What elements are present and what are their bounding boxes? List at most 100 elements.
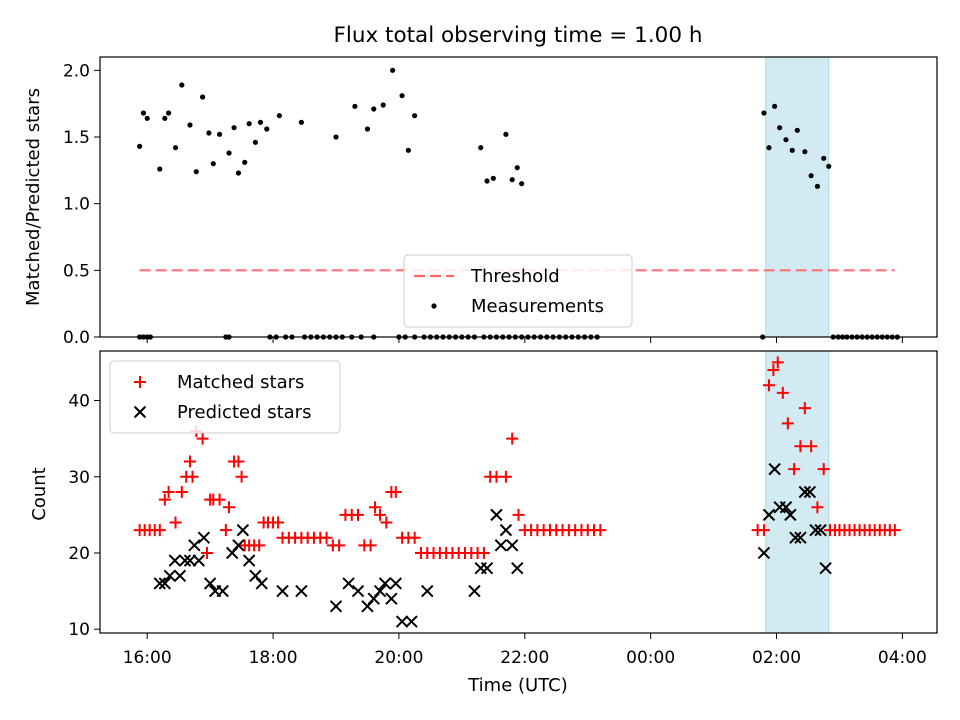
matched-point bbox=[888, 524, 901, 537]
measurement-point bbox=[216, 131, 223, 137]
predicted-point bbox=[794, 531, 807, 544]
predicted-point bbox=[203, 577, 217, 590]
measurement-point bbox=[390, 67, 396, 73]
legend-measurement-swatch bbox=[431, 303, 437, 309]
panel-count: 10 20 30 40 16:00 18:00 20:00 22:00 00:00 02:00 04… bbox=[68, 350, 938, 668]
matched-point bbox=[374, 508, 387, 521]
measurement-point bbox=[761, 110, 767, 116]
matched-point bbox=[253, 539, 266, 552]
measurement-point bbox=[298, 119, 304, 125]
measurement-point bbox=[157, 166, 163, 172]
matched-point bbox=[805, 440, 818, 453]
x-axis-label: Time (UTC) bbox=[467, 675, 568, 696]
matched-point bbox=[499, 470, 512, 483]
measurement-point bbox=[165, 110, 172, 116]
measurement-point bbox=[519, 181, 525, 187]
measurement-point bbox=[484, 178, 490, 184]
legend-label: Predicted stars bbox=[177, 402, 311, 423]
predicted-point bbox=[490, 508, 503, 522]
x-tick-label: 18:00 bbox=[249, 648, 298, 668]
measurement-point bbox=[172, 145, 179, 151]
matched-point bbox=[223, 501, 236, 514]
legend-matched-swatch bbox=[134, 376, 146, 388]
plot-frame bbox=[99, 56, 938, 338]
matched-point bbox=[788, 463, 801, 476]
measurement-point bbox=[231, 125, 237, 131]
measurement-point bbox=[137, 143, 143, 149]
measurement-point bbox=[257, 119, 264, 125]
matched-point bbox=[762, 379, 775, 392]
matched-point bbox=[771, 356, 784, 369]
predicted-point bbox=[158, 577, 172, 590]
predicted-point bbox=[232, 539, 245, 552]
matched-point bbox=[477, 546, 490, 559]
matched-point bbox=[235, 470, 248, 483]
predicted-point bbox=[784, 508, 797, 522]
x-tick-label: 20:00 bbox=[374, 648, 423, 668]
series-predicted-stars bbox=[153, 462, 832, 628]
measurement-point bbox=[380, 102, 386, 108]
y-tick-label: 40 bbox=[68, 392, 90, 412]
predicted-point bbox=[242, 554, 256, 567]
top-y-axis-label: Matched/Predicted stars bbox=[23, 88, 44, 306]
measurement-point bbox=[802, 149, 808, 155]
matched-point bbox=[196, 432, 209, 445]
predicted-point bbox=[178, 554, 192, 567]
x-tick-label: 04:00 bbox=[878, 648, 927, 668]
measurement-point bbox=[276, 113, 282, 119]
measurement-point bbox=[199, 94, 206, 100]
predicted-point bbox=[757, 546, 771, 560]
measurement-point bbox=[364, 126, 371, 132]
y-tick-label: 2.0 bbox=[63, 61, 90, 81]
measurement-point bbox=[252, 139, 259, 145]
matched-point bbox=[213, 493, 226, 506]
measurement-point bbox=[772, 103, 778, 109]
matched-point bbox=[767, 364, 780, 377]
y-tick-label: 20 bbox=[68, 544, 90, 564]
matched-point bbox=[811, 501, 824, 514]
panel-ratio: 0.0 0.5 1.0 1.5 2.0 Threshold Measurements bbox=[63, 56, 938, 348]
predicted-point bbox=[168, 554, 182, 567]
legend-box bbox=[403, 254, 633, 328]
predicted-point bbox=[236, 523, 250, 537]
predicted-point bbox=[192, 554, 206, 567]
measurement-point bbox=[814, 183, 821, 189]
predicted-point bbox=[809, 523, 822, 537]
x-tick-label: 22:00 bbox=[500, 648, 549, 668]
matched-point bbox=[175, 486, 188, 498]
measurement-point bbox=[503, 131, 509, 137]
matched-point bbox=[757, 524, 770, 537]
measurement-point bbox=[162, 115, 168, 121]
measurement-point bbox=[264, 126, 270, 132]
measurement-point bbox=[226, 150, 232, 156]
predicted-point bbox=[342, 577, 355, 590]
measurement-point bbox=[352, 103, 358, 109]
matched-point bbox=[408, 531, 421, 544]
matched-point bbox=[380, 516, 393, 529]
legend-label: Matched stars bbox=[177, 372, 304, 393]
measurement-point bbox=[783, 137, 789, 143]
y-tick-label: 0.0 bbox=[63, 328, 90, 348]
matched-point bbox=[776, 386, 789, 399]
matched-point bbox=[320, 531, 333, 544]
measurement-point bbox=[490, 175, 496, 181]
matched-point bbox=[512, 508, 525, 521]
measurement-point bbox=[333, 134, 339, 140]
measurement-point bbox=[371, 106, 377, 112]
predicted-point bbox=[329, 600, 343, 613]
legend-box bbox=[109, 360, 341, 434]
measurement-point bbox=[509, 177, 515, 183]
measurement-point bbox=[412, 113, 418, 119]
measurement-point bbox=[193, 169, 199, 175]
measurement-point bbox=[821, 155, 827, 161]
predicted-point bbox=[480, 562, 494, 575]
measurement-point bbox=[235, 170, 242, 176]
predicted-point bbox=[505, 539, 519, 552]
measurement-point bbox=[826, 163, 832, 169]
matched-point bbox=[186, 470, 199, 483]
predicted-point bbox=[779, 501, 793, 514]
predicted-point bbox=[405, 615, 418, 628]
measurement-point bbox=[144, 115, 150, 121]
legend-label: Measurements bbox=[471, 296, 604, 317]
predicted-point bbox=[276, 584, 289, 598]
